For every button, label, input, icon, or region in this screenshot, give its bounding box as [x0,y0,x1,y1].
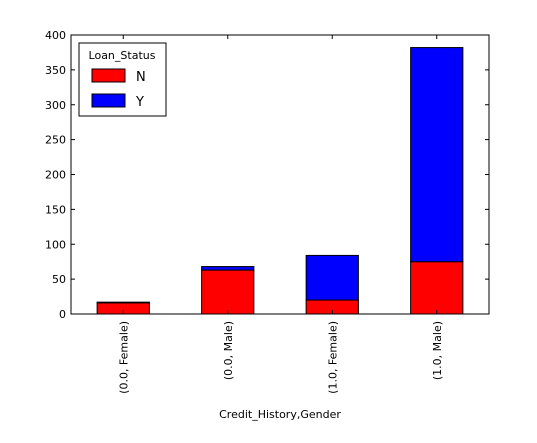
legend-swatch-y [91,93,126,108]
x-axis-title: Credit_History,Gender [219,408,341,421]
bar-y-3 [410,47,464,263]
legend: Loan_Status N Y [78,42,167,117]
y-tick-label-7: 350 [45,64,66,77]
legend-title: Loan_Status [89,49,156,62]
bars-group [96,47,464,315]
bar-y-2 [305,254,359,301]
x-tick-label-2: (1.0, Female) [326,321,339,394]
y-tick-label-8: 400 [45,29,66,42]
legend-label-n: N [136,70,146,85]
legend-label-y: Y [135,95,144,110]
y-tick-label-2: 100 [45,238,66,251]
x-tick-label-1: (0.0, Male) [222,321,235,380]
bar-n-3 [410,261,464,315]
y-tick-label-4: 200 [45,169,66,182]
y-tick-label-5: 250 [45,134,66,147]
y-tick-label-1: 50 [52,273,66,286]
y-axis: 0 50 100 150 200 250 300 350 400 [45,29,489,321]
legend-swatch-n [91,68,126,83]
bar-n-1 [201,269,255,315]
y-tick-label-3: 150 [45,203,66,216]
plot-frame [70,34,490,315]
x-tick-label-0: (0.0, Female) [117,321,130,394]
x-tick-label-3: (1.0, Male) [431,321,444,380]
bar-y-0 [96,301,150,304]
x-axis: (0.0, Female) (0.0, Male) (1.0, Female) (1.… [117,35,444,394]
y-tick-label-0: 0 [59,308,66,321]
y-tick-label-6: 300 [45,99,66,112]
bar-y-1 [201,266,255,271]
